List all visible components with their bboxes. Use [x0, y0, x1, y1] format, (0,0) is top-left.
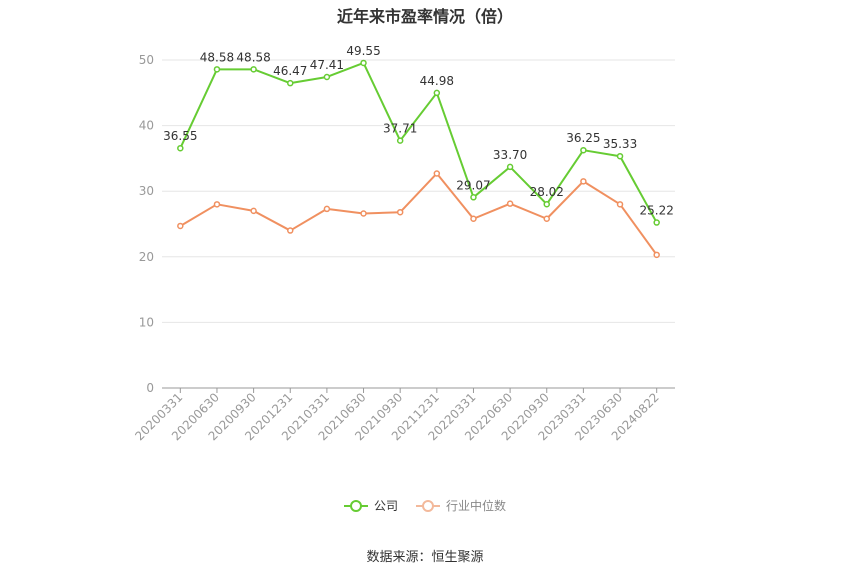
data-point[interactable] [213, 201, 221, 208]
data-point[interactable] [360, 59, 367, 67]
data-label: 35.33 [603, 137, 637, 151]
data-point[interactable] [396, 137, 404, 144]
data-label: 46.47 [273, 64, 307, 78]
data-point[interactable] [616, 152, 624, 160]
data-point[interactable] [177, 222, 184, 230]
line-chart: 0102030405020200331202006302020093020201… [132, 44, 675, 443]
data-label: 48.58 [236, 50, 270, 64]
data-point[interactable] [250, 66, 257, 73]
data-label: 49.55 [346, 44, 380, 58]
series-1 [177, 170, 660, 259]
y-tick-label: 50 [139, 53, 154, 67]
legend-label-company: 公司 [373, 499, 398, 513]
data-label: 36.25 [566, 131, 600, 145]
data-label: 37.71 [383, 122, 417, 136]
data-point[interactable] [543, 200, 550, 208]
data-point[interactable] [470, 215, 477, 223]
data-point[interactable] [287, 227, 294, 234]
data-point[interactable] [543, 215, 550, 223]
series-line [179, 172, 658, 256]
data-point[interactable] [323, 73, 331, 81]
y-tick-label: 20 [139, 250, 154, 264]
data-point[interactable] [323, 205, 331, 213]
data-point[interactable] [470, 194, 477, 201]
y-tick-label: 10 [139, 315, 154, 329]
legend-swatch-company [343, 499, 368, 513]
data-point[interactable] [616, 201, 624, 208]
data-point[interactable] [287, 79, 294, 87]
series-lines [177, 59, 660, 259]
data-point[interactable] [653, 251, 660, 259]
legend-label-industry-median: 行业中位数 [446, 499, 507, 513]
data-label: 33.70 [493, 148, 527, 162]
data-label: 44.98 [420, 74, 454, 88]
y-tick-label: 30 [139, 184, 154, 198]
data-label: 47.41 [310, 58, 344, 72]
data-point[interactable] [396, 208, 404, 216]
chart-title: 近年来市盈率情况（倍） [336, 7, 513, 26]
data-point[interactable] [433, 89, 441, 97]
data-point[interactable] [250, 207, 257, 215]
y-tick-label: 40 [139, 119, 154, 133]
data-label: 36.55 [163, 129, 197, 143]
data-label: 25.22 [639, 204, 673, 218]
series-0 [177, 59, 660, 226]
data-point[interactable] [506, 200, 514, 207]
data-label: 28.02 [530, 185, 564, 199]
data-point[interactable] [360, 210, 367, 217]
axes: 0102030405020200331202006302020093020201… [132, 53, 675, 443]
data-source: 数据来源：恒生聚源 [366, 550, 484, 565]
data-point[interactable] [653, 219, 660, 226]
data-point[interactable] [177, 144, 184, 152]
legend-swatch-industry-median [416, 499, 440, 513]
data-point[interactable] [433, 170, 441, 177]
y-tick-label: 0 [146, 381, 154, 395]
legend-item-company[interactable]: 公司 [343, 497, 398, 514]
gridlines [162, 59, 675, 323]
data-label: 29.07 [456, 178, 490, 192]
data-point[interactable] [580, 146, 587, 154]
data-label: 48.58 [200, 50, 234, 64]
data-point[interactable] [506, 163, 514, 171]
data-point[interactable] [580, 178, 587, 185]
data-point[interactable] [213, 66, 221, 73]
legend-item-industry-median[interactable]: 行业中位数 [416, 497, 506, 514]
series-line [179, 61, 658, 224]
legend: 公司 行业中位数 [0, 497, 850, 514]
